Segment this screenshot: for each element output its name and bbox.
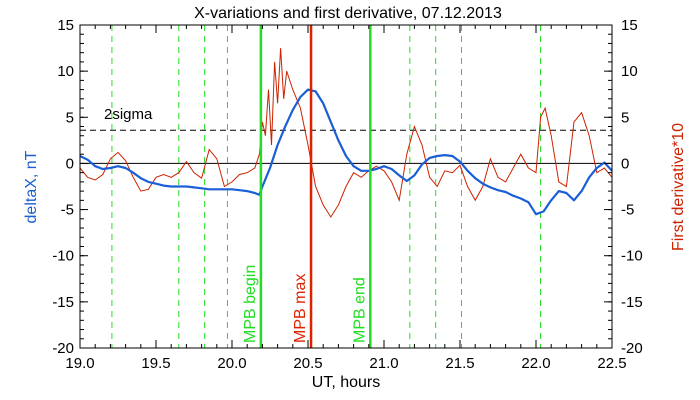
- y-tick-label-right-1: 10: [621, 63, 638, 80]
- axes: 19.0 19.5 20.0 20.5 21.0 21.5 22.0 22.5 15 15 10 10…: [52, 17, 642, 372]
- x-tick-label-4: 21.0: [369, 355, 398, 372]
- x-tick-label-1: 19.5: [141, 355, 170, 372]
- y-tick-label-left-2: 5: [66, 109, 74, 126]
- y-tick-label-right-3: 0: [621, 155, 629, 172]
- y-tick-label-left-5: -10: [52, 248, 74, 265]
- marker-label-1: MPB max: [292, 274, 309, 343]
- marker-lines: 2sigma: [80, 25, 612, 348]
- y-tick-label-left-7: -20: [52, 340, 74, 357]
- series-deltax-line: [79, 88, 613, 216]
- x-tick-label-7: 22.5: [597, 355, 626, 372]
- x-tick-label-5: 21.5: [445, 355, 474, 372]
- marker-label-2: MPB end: [351, 277, 368, 343]
- y-axis-label-left: deltaX, nT: [23, 150, 40, 223]
- plot-area: MPB begin MPB max MPB end: [79, 25, 613, 348]
- x-tick-label-6: 22.0: [521, 355, 550, 372]
- chart-title: X-variations and first derivative, 07.12…: [194, 5, 502, 22]
- y-tick-label-right-0: 15: [621, 17, 638, 34]
- y-axis-label-right: First derivative*10: [670, 123, 687, 251]
- x-axis-label: UT, hours: [312, 374, 380, 391]
- y-tick-label-right-5: -10: [621, 248, 643, 265]
- y-tick-label-right-6: -15: [621, 294, 643, 311]
- x-tick-label-2: 20.0: [217, 355, 246, 372]
- marker-label-0: MPB begin: [242, 265, 259, 343]
- y-tick-label-right-7: -20: [621, 340, 643, 357]
- sigma-label: 2sigma: [104, 106, 153, 123]
- x-tick-label-3: 20.5: [293, 355, 322, 372]
- x-tick-label-0: 19.0: [65, 355, 94, 372]
- y-tick-label-left-0: 15: [57, 17, 74, 34]
- series-derivative-line: [79, 48, 613, 218]
- y-tick-label-right-2: 5: [621, 109, 629, 126]
- plot-frame: [79, 24, 613, 349]
- y-tick-label-left-4: -5: [61, 202, 74, 219]
- y-tick-label-left-6: -15: [52, 294, 74, 311]
- y-tick-label-left-1: 10: [57, 63, 74, 80]
- y-tick-label-left-3: 0: [66, 155, 74, 172]
- y-tick-label-right-4: -5: [621, 202, 634, 219]
